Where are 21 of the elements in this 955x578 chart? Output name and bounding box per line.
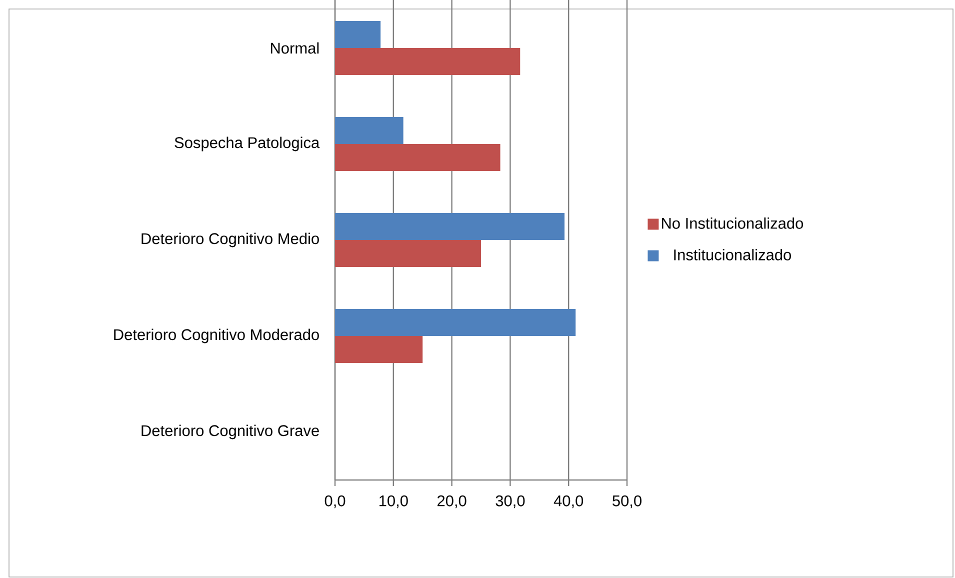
legend-label: Institucionalizado xyxy=(674,248,791,260)
x-tick-label: 0,0 xyxy=(324,495,346,508)
bar xyxy=(335,116,404,144)
bar xyxy=(335,336,423,363)
bar xyxy=(335,144,500,171)
y-tick-label: Deterioro Cognitivo Medio xyxy=(142,232,319,248)
x-tick-label: 50,0 xyxy=(612,495,642,508)
y-tick-label: Sospecha Patologica xyxy=(174,136,320,152)
y-tick-label: Deterioro Cognitivo Grave xyxy=(142,424,319,440)
y-tick-label: Normal xyxy=(270,42,319,54)
x-tick-label: 30,0 xyxy=(496,495,525,508)
y-tick-label: Deterioro Cognitivo Moderado xyxy=(114,328,319,344)
x-tick-label: 20,0 xyxy=(438,495,466,508)
bar xyxy=(335,20,381,48)
bar xyxy=(335,48,520,75)
bar xyxy=(335,308,576,336)
bar xyxy=(335,240,482,267)
legend-label: No Institucionalizado xyxy=(662,217,804,229)
x-tick-label: 10,0 xyxy=(380,495,408,508)
x-tick-label: 40,0 xyxy=(554,495,584,508)
bar xyxy=(335,212,565,240)
